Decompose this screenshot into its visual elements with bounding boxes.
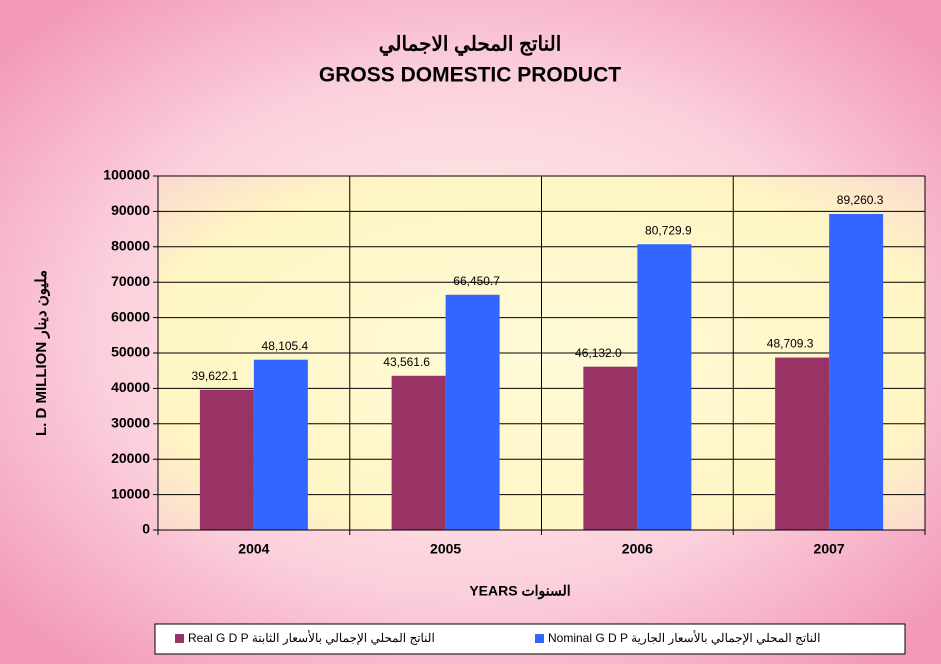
legend: [154, 623, 906, 655]
bar: [775, 357, 830, 530]
x-tick-label: 2007: [814, 541, 845, 557]
bar: [199, 389, 254, 530]
legend-swatch: [535, 634, 544, 643]
y-tick-label: 90000: [111, 202, 150, 218]
bar: [829, 214, 884, 530]
value-label: 66,450.7: [453, 274, 500, 288]
x-axis-label: YEARS السنوات: [469, 583, 570, 600]
y-tick-label: 80000: [111, 238, 150, 254]
value-label: 39,622.1: [192, 369, 239, 383]
y-tick-label: 70000: [111, 273, 150, 289]
x-tick-label: 2006: [622, 541, 653, 557]
bar: [637, 244, 692, 530]
y-tick-label: 0: [142, 521, 150, 537]
y-tick-label: 60000: [111, 308, 150, 324]
x-tick-label: 2004: [238, 541, 269, 557]
legend-label: Nominal G D P الناتج المحلي الإجمالي بال…: [548, 630, 820, 646]
value-label: 80,729.9: [645, 223, 692, 237]
chart-subtitle: GROSS DOMESTIC PRODUCT: [319, 64, 621, 87]
bar: [391, 375, 446, 530]
x-tick-label: 2005: [430, 541, 461, 557]
value-label: 89,260.3: [837, 193, 884, 207]
legend-label: Real G D P الناتج المحلي الإجمالي بالأسع…: [188, 630, 435, 646]
value-label: 48,105.4: [262, 339, 309, 353]
chart-title: الناتج المحلي الاجمالي: [379, 33, 562, 56]
y-tick-label: 50000: [111, 344, 150, 360]
y-axis-label: L. D MILLION مليون دينار: [33, 270, 50, 436]
value-label: 48,709.3: [767, 337, 814, 351]
value-label: 46,132.0: [575, 346, 622, 360]
bar: [253, 359, 308, 530]
bar: [445, 294, 500, 530]
y-tick-label: 100000: [103, 167, 150, 183]
y-tick-label: 10000: [111, 485, 150, 501]
value-label: 43,561.6: [383, 355, 430, 369]
y-tick-label: 40000: [111, 379, 150, 395]
y-tick-label: 30000: [111, 415, 150, 431]
y-tick-label: 20000: [111, 450, 150, 466]
bar: [583, 366, 638, 530]
legend-swatch: [175, 634, 184, 643]
